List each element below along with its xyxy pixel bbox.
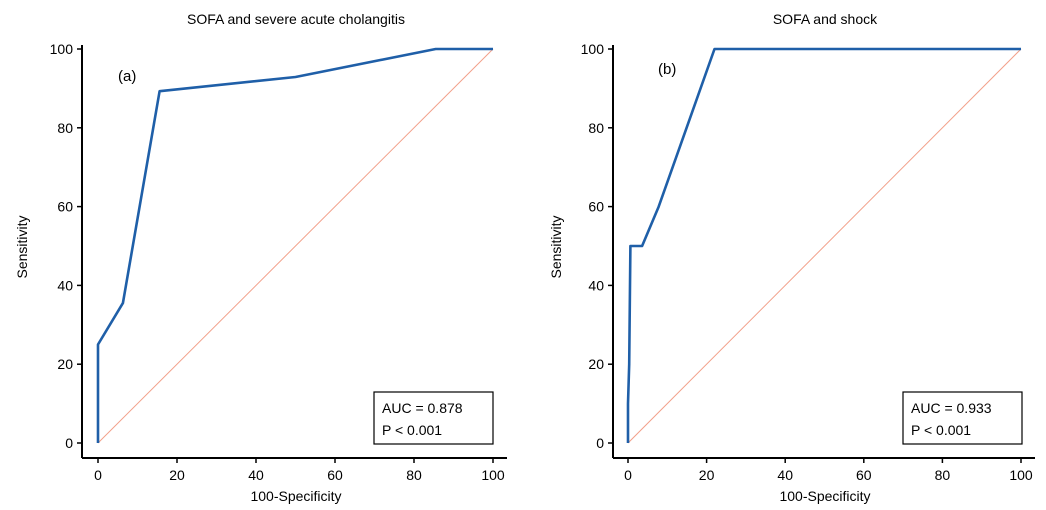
y-tick-label-a: 100 — [50, 41, 74, 57]
y-tick-label-a: 0 — [65, 435, 73, 451]
stats-box-b: AUC = 0.933 P < 0.001 — [902, 391, 1023, 445]
reference-line-a — [97, 48, 494, 444]
x-axis-label-a: 100-Specificity — [250, 488, 341, 504]
plot-area-b: 0 20 40 60 80 100 0 20 40 60 80 100 — [581, 41, 1035, 483]
roc-curve-b — [626, 47, 1021, 443]
x-tick-label-b: 100 — [1009, 467, 1033, 483]
panel-label-a: (a) — [118, 68, 136, 85]
auc-label-a: AUC = 0.878 — [382, 400, 463, 416]
chart-title-b: SOFA and shock — [773, 11, 878, 27]
y-axis-label-a: Sensitivity — [14, 215, 30, 278]
y-tick-label-b: 80 — [588, 120, 604, 136]
stats-box-frame-b — [902, 391, 1023, 445]
x-tick-label-b: 20 — [699, 467, 715, 483]
x-tick-label-a: 20 — [169, 467, 185, 483]
panel-a: SOFA and severe acute cholangitis (a) Se… — [14, 11, 507, 504]
x-tick-label-a: 60 — [327, 467, 343, 483]
reference-line-b — [627, 48, 1022, 444]
x-tick-label-a: 100 — [481, 467, 505, 483]
x-tick-label-b: 80 — [935, 467, 951, 483]
chart-title-a: SOFA and severe acute cholangitis — [187, 11, 405, 27]
x-axis-label-b: 100-Specificity — [779, 488, 870, 504]
p-value-label-a: P < 0.001 — [382, 422, 442, 438]
p-value-label-b: P < 0.001 — [911, 422, 971, 438]
auc-label-b: AUC = 0.933 — [911, 400, 992, 416]
y-tick-label-b: 40 — [588, 277, 604, 293]
y-tick-label-b: 0 — [596, 435, 604, 451]
y-tick-label-a: 60 — [57, 199, 73, 215]
plot-area-a: 0 20 40 60 80 100 0 20 40 60 80 100 — [50, 41, 507, 483]
y-tick-label-b: 60 — [588, 199, 604, 215]
y-axis-label-b: Sensitivity — [548, 215, 564, 278]
x-tick-label-b: 40 — [777, 467, 793, 483]
y-tick-label-b: 20 — [588, 356, 604, 372]
panel-label-b: (b) — [658, 61, 676, 78]
y-tick-label-b: 100 — [581, 41, 605, 57]
x-tick-label-a: 40 — [248, 467, 264, 483]
stats-box-frame-a — [373, 391, 494, 445]
roc-curve-a — [96, 47, 493, 443]
x-tick-label-b: 0 — [624, 467, 632, 483]
x-tick-label-a: 80 — [406, 467, 422, 483]
y-tick-label-a: 40 — [57, 277, 73, 293]
panel-b: SOFA and shock (b) Sensitivity 100-Speci… — [548, 11, 1035, 504]
stats-box-a: AUC = 0.878 P < 0.001 — [373, 391, 494, 445]
x-tick-label-a: 0 — [94, 467, 102, 483]
y-tick-label-a: 80 — [57, 120, 73, 136]
x-tick-label-b: 60 — [856, 467, 872, 483]
y-tick-label-a: 20 — [57, 356, 73, 372]
